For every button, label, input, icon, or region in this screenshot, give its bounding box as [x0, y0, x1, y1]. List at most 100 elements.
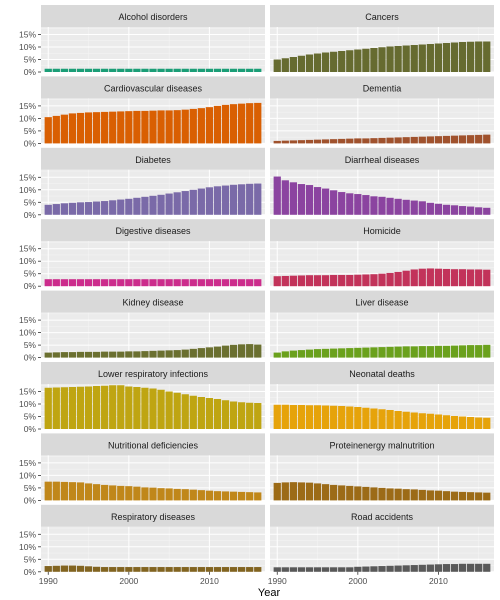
bar	[394, 347, 401, 358]
bar	[459, 42, 466, 72]
bar	[101, 69, 108, 72]
bar	[85, 69, 92, 72]
bar	[214, 567, 221, 572]
bar	[306, 140, 313, 144]
bar	[435, 269, 442, 287]
bar	[117, 279, 124, 286]
bar	[85, 279, 92, 286]
bar	[230, 279, 237, 286]
bar	[298, 275, 305, 286]
bar	[370, 566, 377, 572]
y-tick-label: 5%	[24, 340, 37, 350]
bar	[254, 279, 261, 286]
bar	[282, 141, 289, 144]
bar	[403, 489, 410, 500]
bar	[435, 136, 442, 143]
bar	[378, 488, 385, 501]
bar	[238, 402, 245, 429]
bar	[93, 279, 100, 286]
bar	[362, 195, 369, 215]
bar	[330, 485, 337, 501]
bar	[411, 269, 418, 286]
bar	[246, 344, 253, 358]
bar	[174, 567, 181, 572]
bar	[298, 56, 305, 72]
bar	[370, 48, 377, 72]
bar	[362, 408, 369, 429]
bar	[69, 69, 76, 72]
y-tick-label: 5%	[24, 197, 37, 207]
bar	[427, 490, 434, 500]
bar	[322, 349, 329, 358]
facet-title: Digestive diseases	[115, 226, 191, 236]
facet-panel: Digestive diseases0%5%10%15%	[19, 219, 265, 291]
bar	[314, 275, 321, 286]
facet-title: Kidney disease	[122, 298, 183, 308]
bar	[61, 203, 68, 215]
x-tick-label: 2010	[429, 576, 448, 586]
bar	[282, 567, 289, 572]
bar	[85, 112, 92, 143]
bar	[338, 485, 345, 500]
x-tick-label: 1990	[268, 576, 287, 586]
y-tick-label: 10%	[19, 185, 36, 195]
bar	[69, 352, 76, 358]
y-tick-label: 15%	[19, 172, 36, 182]
bar	[53, 69, 60, 72]
y-tick-label: 0%	[24, 138, 37, 148]
bar	[149, 488, 156, 501]
facet-title: Proteinenergy malnutrition	[329, 440, 434, 450]
bar	[190, 69, 197, 72]
bar	[198, 108, 205, 143]
bar	[254, 403, 261, 429]
bar	[483, 270, 490, 287]
bar	[338, 348, 345, 357]
bar	[386, 47, 393, 73]
bar	[133, 198, 140, 215]
bar	[117, 111, 124, 143]
bar	[238, 492, 245, 501]
bar	[238, 567, 245, 572]
facet-title: Road accidents	[351, 512, 414, 522]
bar	[133, 69, 140, 72]
bar	[206, 347, 213, 357]
bar	[246, 184, 253, 215]
bar	[298, 405, 305, 429]
y-tick-label: 15%	[19, 315, 36, 325]
bar	[346, 407, 353, 430]
bar	[338, 192, 345, 215]
facet-title: Nutritional deficiencies	[108, 440, 199, 450]
bar	[282, 58, 289, 72]
facet-title: Diarrheal diseases	[345, 155, 420, 165]
bar	[149, 111, 156, 144]
y-tick-label: 15%	[19, 387, 36, 397]
bar	[254, 69, 261, 72]
bar	[133, 279, 140, 286]
facet-panel: Dementia	[270, 76, 494, 143]
bar	[53, 352, 60, 357]
bar	[354, 138, 361, 143]
facet-title: Dementia	[363, 83, 402, 93]
bar	[206, 279, 213, 286]
bar	[362, 567, 369, 572]
bar	[290, 182, 297, 215]
bar	[125, 351, 132, 357]
bar	[254, 103, 261, 143]
bar	[174, 489, 181, 501]
facet-panel: Neonatal deaths	[270, 362, 494, 429]
bar	[370, 347, 377, 357]
y-tick-label: 0%	[24, 281, 37, 291]
bar	[125, 486, 132, 500]
bar	[483, 493, 490, 501]
bar	[403, 46, 410, 73]
bar	[322, 189, 329, 215]
bar	[290, 351, 297, 358]
bar	[101, 352, 108, 358]
bar	[419, 490, 426, 501]
bar	[182, 567, 189, 572]
bar	[386, 273, 393, 286]
bar	[274, 483, 281, 501]
bar	[467, 417, 474, 429]
y-tick-label: 0%	[24, 495, 37, 505]
bar	[174, 350, 181, 358]
